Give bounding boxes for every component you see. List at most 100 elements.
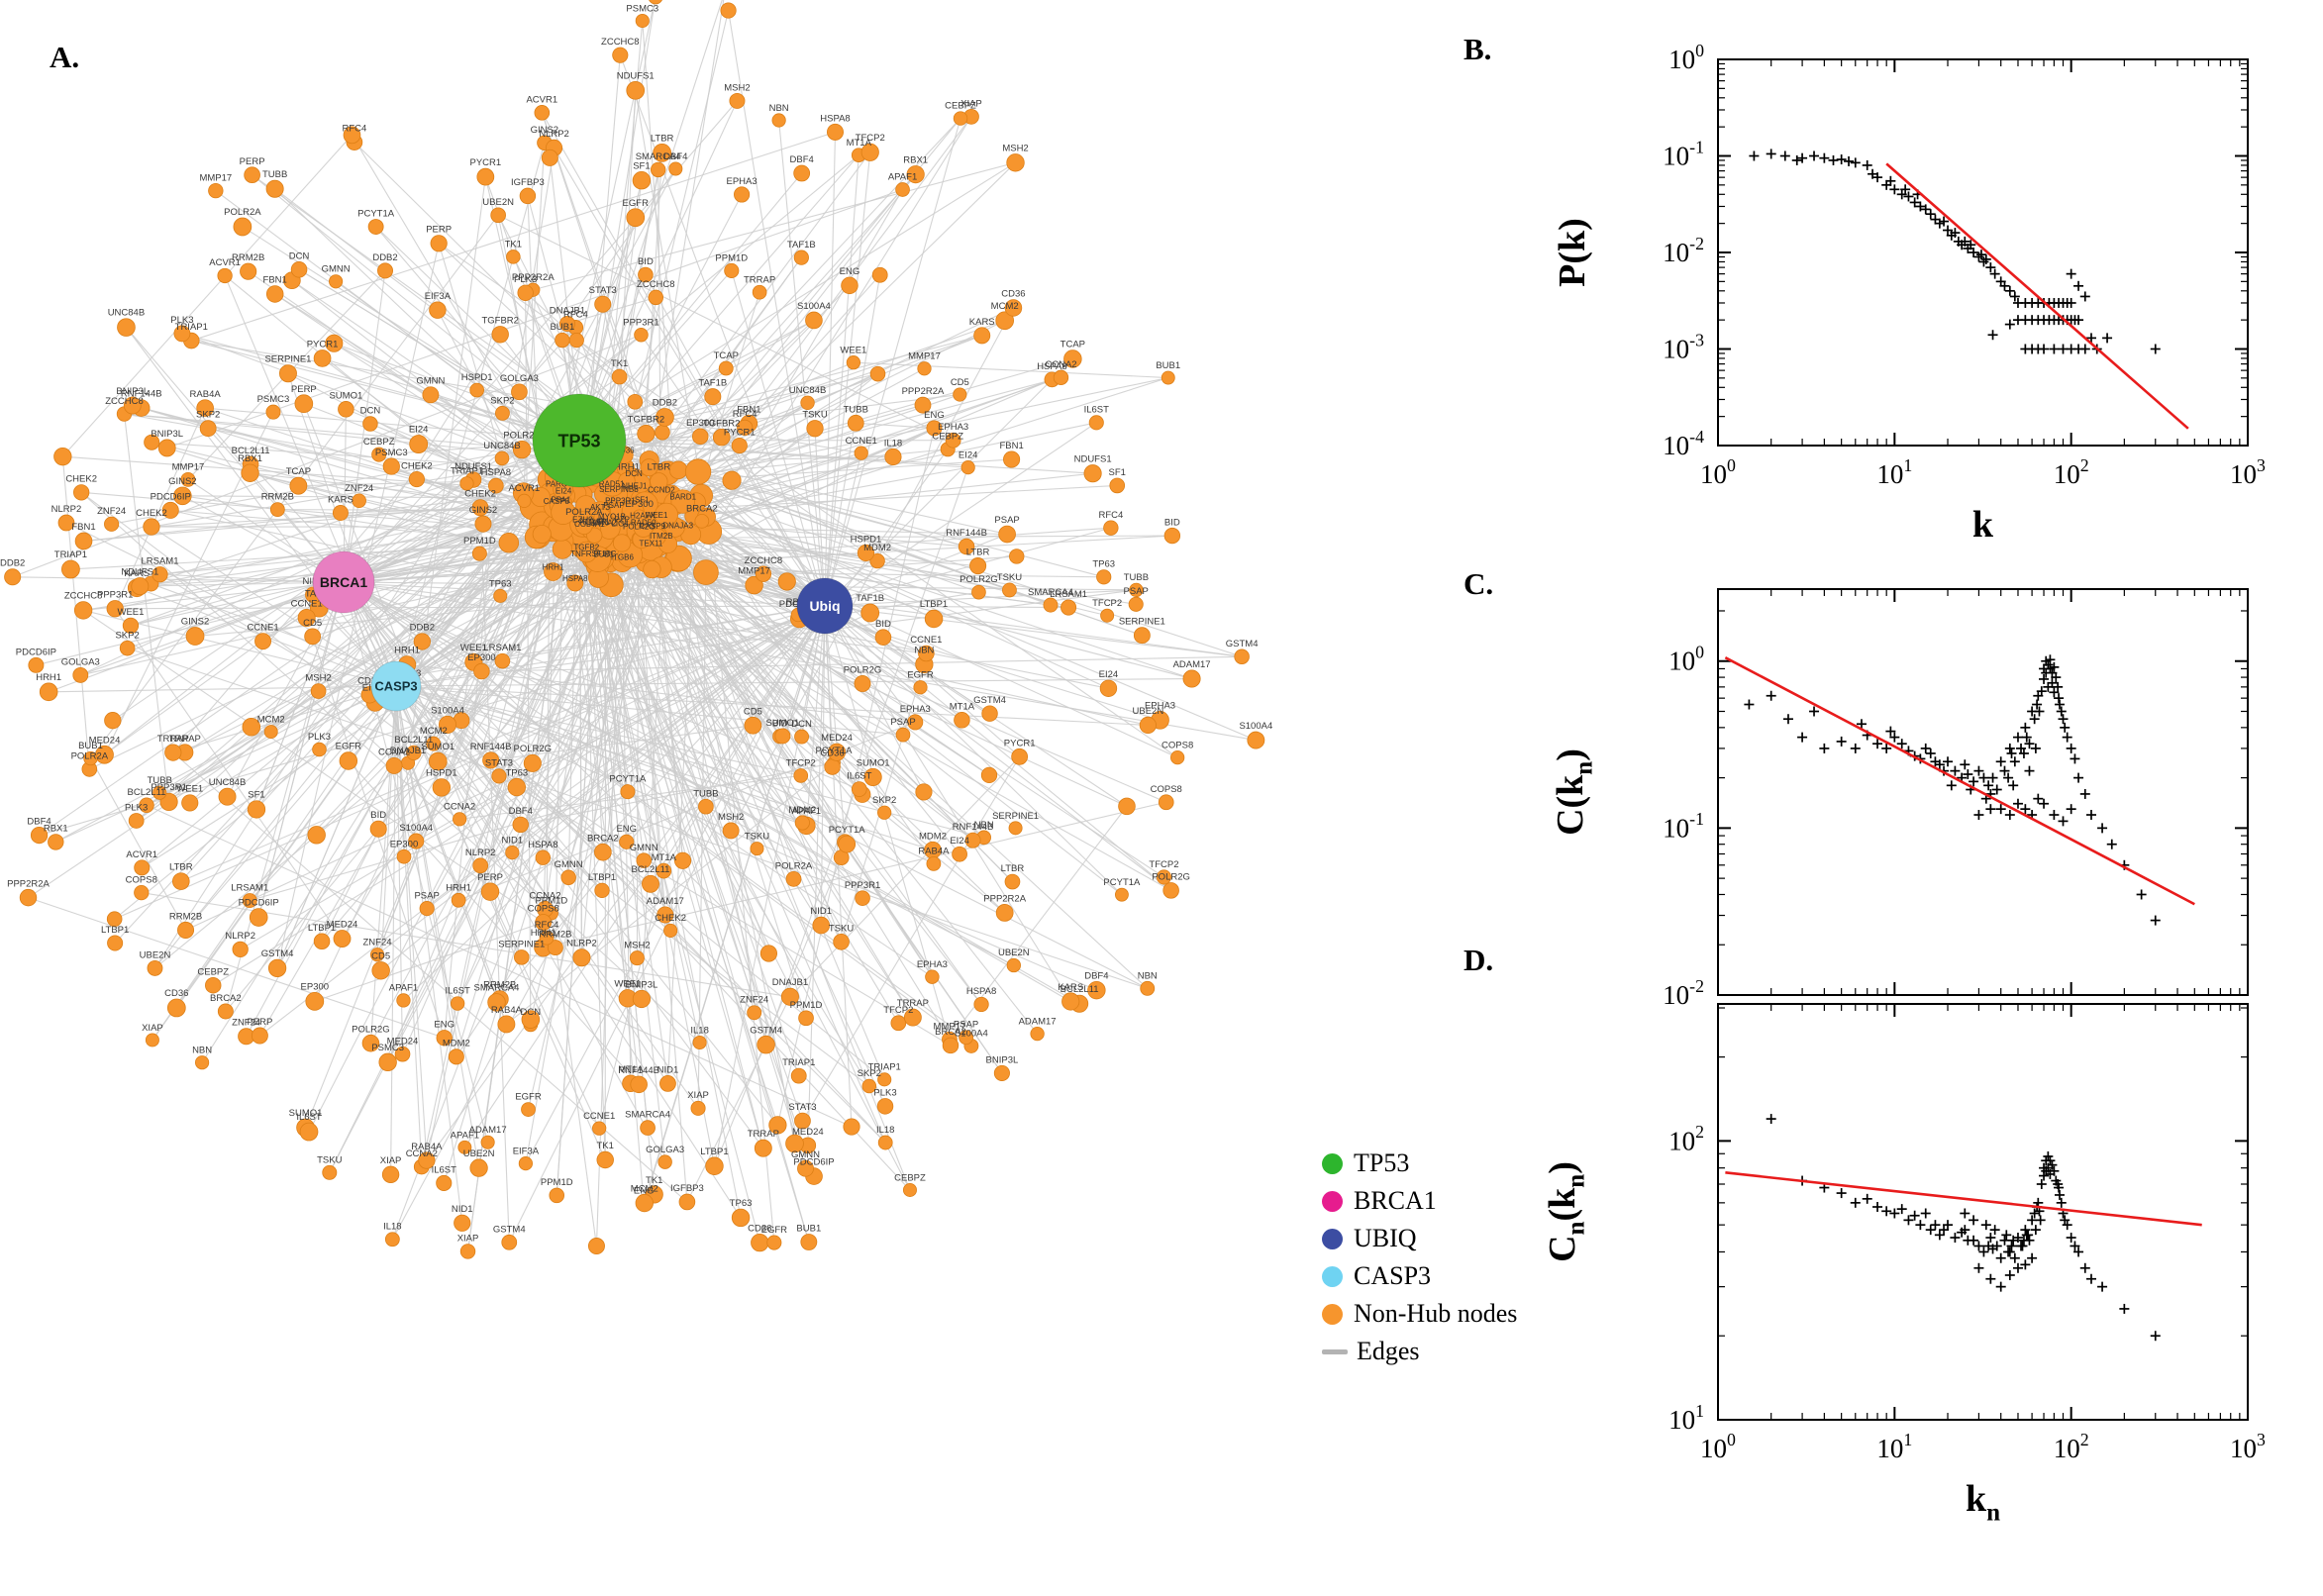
node-label: LRSAM1 — [141, 555, 178, 566]
network-node — [684, 458, 712, 485]
node-label: RFC4 — [342, 124, 366, 135]
node-label: GINS2 — [531, 125, 559, 136]
node-label: TK1 — [597, 1141, 614, 1151]
network-node — [511, 383, 528, 401]
network-node — [656, 408, 674, 427]
network-node — [780, 987, 799, 1006]
node-label: TRIAP1 — [782, 1057, 815, 1068]
node-label: ENG — [840, 266, 860, 277]
node-label: HRH1 — [614, 461, 640, 472]
network-node — [418, 1151, 436, 1169]
network-node — [692, 1035, 707, 1050]
network-legend: TP53 BRCA1 UBIQ CASP3 Non-Hub nodes Edge… — [1322, 1145, 1517, 1370]
node-label: RFC4 — [563, 309, 588, 320]
node-label: ACVR1 — [578, 517, 610, 528]
node-label: CCNA2 — [444, 802, 475, 813]
node-label: EI24 — [959, 449, 978, 460]
node-label: TSKU — [997, 572, 1022, 583]
network-node — [488, 477, 504, 494]
network-node — [1096, 569, 1112, 585]
node-label: RNF144B — [953, 822, 994, 833]
node-label: MT1A — [618, 1064, 644, 1075]
network-node — [691, 428, 709, 446]
network-node — [657, 1154, 672, 1169]
svg-text:10-4: 10-4 — [1663, 427, 1704, 460]
legend-label: Edges — [1357, 1337, 1420, 1365]
network-node — [560, 869, 576, 885]
node-label: RRM2B — [261, 492, 294, 503]
network-node — [656, 862, 672, 879]
network-node — [650, 161, 666, 178]
node-label: RNF144B — [618, 1065, 659, 1076]
node-label: DDB2 — [410, 623, 435, 634]
node-label: CHEK2 — [655, 913, 686, 924]
node-label: TGFBR2 — [703, 418, 740, 429]
node-label: PERP — [426, 225, 452, 236]
network-node — [384, 1232, 400, 1247]
network-node — [1103, 520, 1119, 536]
node-label: ENG — [616, 824, 637, 835]
network-node — [649, 0, 662, 5]
node-label: EI24 — [1099, 669, 1119, 680]
network-node — [218, 787, 237, 806]
network-node — [382, 457, 400, 475]
network-node — [493, 588, 508, 603]
node-label: UBE2N — [1133, 706, 1164, 717]
node-label: POLR2G — [960, 574, 998, 585]
network-node — [1053, 369, 1069, 385]
network-node — [918, 645, 935, 662]
node-label: LTBR — [169, 862, 193, 873]
node-label: TK1 — [505, 240, 522, 250]
node-label: HSPA8 — [528, 840, 557, 850]
node-label: FBN1 — [999, 441, 1023, 451]
network-node — [532, 524, 552, 545]
network-node — [413, 633, 431, 650]
node-label: DNAJA3 — [662, 521, 693, 530]
network-node — [173, 486, 192, 506]
node-label: EZH2 — [572, 516, 593, 525]
network-node — [1100, 608, 1115, 623]
node-label: TAF1B — [698, 378, 727, 389]
node-label: UBE2N — [140, 949, 171, 960]
network-node — [551, 499, 576, 525]
node-label: SUMO1 — [329, 390, 362, 401]
node-label: XIAP — [457, 1234, 479, 1245]
svg-text:103: 103 — [2230, 455, 2266, 489]
node-label: HSPA8 — [820, 113, 850, 124]
network-node — [406, 745, 422, 761]
network-node — [712, 428, 731, 447]
node-label: IL18 — [383, 1222, 402, 1233]
node-label: DBF4 — [27, 816, 50, 827]
node-label: BUB1 — [550, 322, 574, 333]
node-label: RAB4A — [918, 846, 950, 856]
network-node — [1118, 797, 1136, 816]
network-node — [254, 633, 272, 650]
network-node — [371, 447, 387, 462]
node-label: FBN1 — [737, 404, 760, 415]
network-node — [205, 977, 222, 994]
node-label: RAB4A — [491, 1005, 523, 1016]
node-label: ACVR1 — [126, 849, 157, 860]
panel-label-c: C. — [1464, 566, 1494, 601]
node-label: BUB1 — [796, 1223, 821, 1234]
network-node — [217, 1003, 234, 1020]
node-label: CD36 — [748, 1223, 771, 1234]
node-label: LTBP1 — [308, 923, 336, 934]
node-label: ACVR1 — [509, 483, 541, 494]
network-node — [632, 989, 652, 1009]
node-label: SKP2 — [858, 1068, 881, 1079]
node-label: RAD51 — [599, 480, 625, 489]
network-node — [670, 489, 695, 514]
node-label: DCN — [791, 719, 812, 730]
node-label: PPP3R1 — [623, 317, 658, 328]
network-node — [436, 1030, 453, 1047]
network-node — [649, 528, 666, 546]
network-node — [164, 744, 182, 761]
network-node — [572, 948, 591, 967]
network-node — [517, 284, 534, 301]
network-node — [1128, 596, 1144, 612]
node-label: GINS2 — [168, 476, 197, 487]
node-label: TRIAP1 — [54, 549, 87, 560]
network-node — [903, 1008, 922, 1027]
network-node — [612, 47, 629, 63]
